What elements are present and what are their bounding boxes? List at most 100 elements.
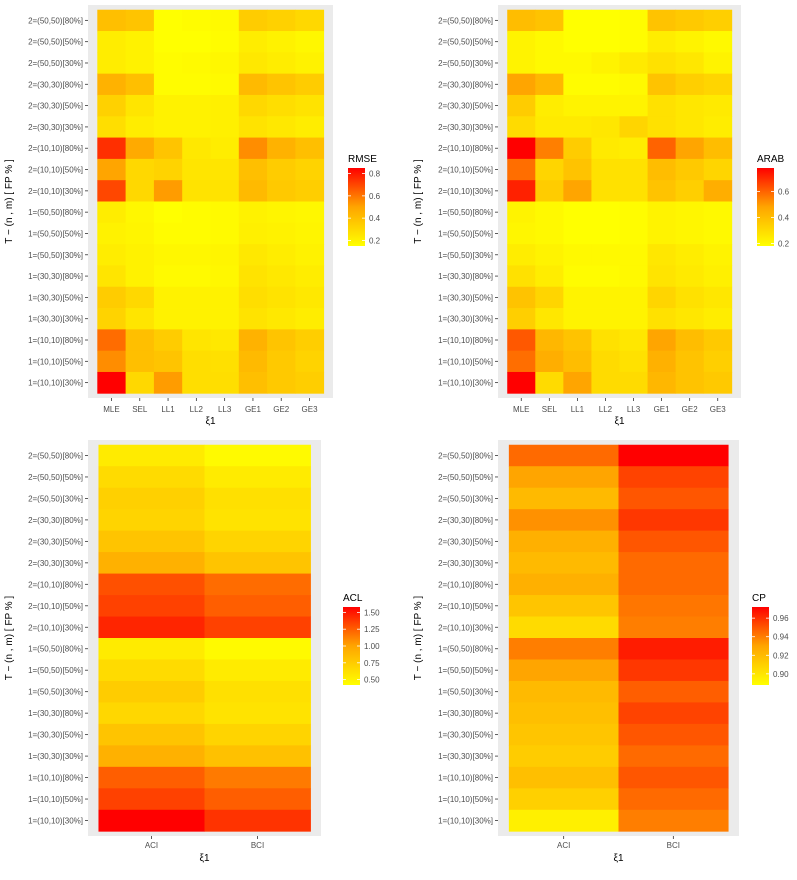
heatmap-cell (295, 180, 325, 202)
heatmap-cell (563, 9, 592, 32)
y-tick-label: 1=(10,10)[50%] (438, 795, 493, 804)
y-tick-label: 2=(50,50)[50%] (28, 38, 83, 47)
heatmap-cell (618, 466, 729, 489)
heatmap-cell (98, 487, 205, 510)
y-tick-label: 2=(30,30)[80%] (438, 516, 493, 525)
legend: RMSE 0.8 0.6 0.4 0.2 (348, 154, 381, 246)
heatmap-cell (182, 52, 211, 75)
heatmap-cell (618, 444, 729, 467)
heatmap-cell (563, 137, 592, 160)
y-tick-label: 2=(50,50)[80%] (28, 16, 83, 25)
heatmap-cell (238, 222, 268, 245)
heatmap-cell (591, 180, 620, 202)
heatmap-cell (153, 329, 183, 352)
heatmap-cell (647, 116, 677, 138)
x-tick-label: GE3 (710, 405, 727, 414)
x-tick-label: SEL (132, 405, 148, 414)
heatmap-cell (563, 180, 592, 202)
heatmap-cell (295, 308, 325, 330)
heatmap-cell (619, 350, 648, 373)
y-tick-label: 2=(50,50)[30%] (438, 494, 493, 503)
heatmap-cell (238, 52, 268, 75)
heatmap-cell (238, 371, 268, 394)
heatmap-cell (295, 286, 325, 309)
heatmap-cell (98, 530, 205, 553)
heatmap-cell (98, 788, 205, 811)
heatmap-cell (563, 201, 592, 224)
heatmap-cell (619, 116, 648, 138)
heatmap-cell (295, 116, 325, 138)
heatmap-cell (204, 723, 311, 746)
heatmap-cell (508, 616, 619, 639)
legend-colorbar (348, 168, 365, 246)
heatmap-cell (210, 180, 240, 202)
heatmap-cell (153, 31, 183, 53)
y-tick-label: 1=(50,50)[50%] (438, 666, 493, 675)
heatmap-cell (97, 9, 127, 32)
y-tick-label: 1=(10,10)[50%] (28, 357, 83, 366)
heatmap-cell (618, 788, 729, 811)
heatmap-cell (210, 244, 240, 266)
heatmap-cell (675, 371, 705, 394)
heatmap-cell (535, 180, 564, 202)
y-axis-label: T − (n , m) [ FP % ] (4, 596, 15, 681)
heatmap-cell (295, 137, 325, 160)
heatmap-cell (295, 371, 325, 394)
heatmap-cell (703, 116, 733, 138)
x-tick-label: GE1 (654, 405, 671, 414)
heatmap-cell (591, 371, 620, 394)
y-tick-label: 1=(50,50)[50%] (438, 229, 493, 238)
heatmap-cell (619, 329, 648, 352)
heatmap-cell (563, 286, 592, 309)
heatmap-cell (563, 73, 592, 96)
heatmap-cell (703, 158, 733, 181)
heatmap-cell (675, 31, 705, 53)
heatmap-cell (267, 137, 296, 160)
y-axis-label: T − (n , m) [ FP % ] (413, 596, 424, 681)
heatmap-cell (204, 638, 311, 660)
heatmap-cell (675, 158, 705, 181)
heatmap-cell (238, 9, 268, 32)
y-tick-label: 2=(30,30)[30%] (28, 559, 83, 568)
legend-tick-label: 0.2 (369, 236, 381, 245)
heatmap-cell (535, 244, 564, 266)
heatmap-cell (508, 680, 619, 703)
heatmap-cell (647, 265, 677, 288)
legend-colorbar (343, 607, 360, 685)
heatmap-cell (675, 222, 705, 245)
heatmap-cell (204, 809, 311, 832)
heatmap-cell (675, 9, 705, 32)
heatmap-cell (182, 158, 211, 181)
heatmap-cell (703, 265, 733, 288)
heatmap-cell (295, 94, 325, 117)
heatmap-cell (125, 350, 155, 373)
heatmap-cell (153, 158, 183, 181)
y-tick-label: 2=(10,10)[30%] (28, 623, 83, 632)
heatmap-cell (125, 329, 155, 352)
heatmap-cell (618, 595, 729, 617)
heatmap-cell (647, 350, 677, 373)
heatmap-cell (591, 244, 620, 266)
y-tick-label: 2=(10,10)[30%] (438, 187, 493, 196)
heatmap-cell (508, 552, 619, 574)
y-tick-label: 1=(30,30)[80%] (438, 272, 493, 281)
heatmap-cell (267, 158, 296, 181)
heatmap-cell (295, 73, 325, 96)
heatmap-cell (97, 244, 127, 266)
heatmap-cell (619, 222, 648, 245)
x-axis-label: ξ1 (205, 416, 215, 427)
heatmap-cell (97, 180, 127, 202)
heatmap-panel-bottom-right: 2=(50,50)[80%] 2=(50,50)[50%] 2=(50,50)[30… (413, 440, 789, 864)
heatmap-cell (98, 680, 205, 703)
heatmap-cell (125, 158, 155, 181)
heatmap-cell (97, 371, 127, 394)
heatmap-cell (182, 31, 211, 53)
y-tick-label: 2=(50,50)[30%] (28, 59, 83, 68)
heatmap-cell (507, 180, 536, 202)
heatmap-cell (238, 201, 268, 224)
heatmap-cell (647, 244, 677, 266)
y-tick-label: 2=(10,10)[80%] (28, 144, 83, 153)
heatmap-cell (182, 94, 211, 117)
y-tick-label: 2=(30,30)[50%] (438, 102, 493, 111)
heatmap-cell (98, 809, 205, 832)
